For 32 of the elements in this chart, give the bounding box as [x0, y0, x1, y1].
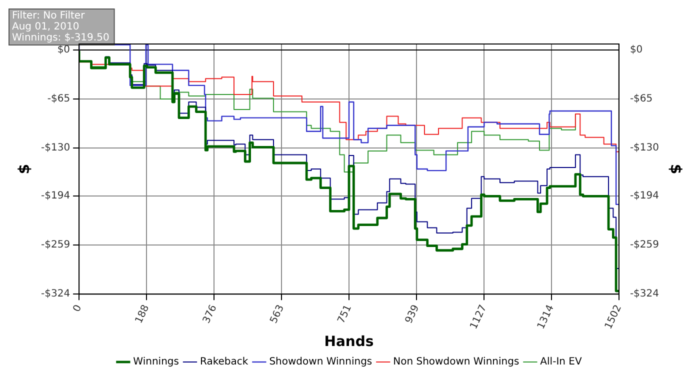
- y2-tick-label: -$65: [630, 94, 653, 105]
- y-tick-label: $0: [57, 44, 70, 56]
- legend-label: All-In EV: [540, 356, 582, 368]
- x-tick-label: 1127: [468, 303, 490, 332]
- y-tick-label: -$194: [40, 190, 70, 202]
- x-tick-label: 0: [71, 303, 84, 314]
- text: Winnings: $-319.50: [12, 32, 110, 44]
- legend-label: Winnings: [133, 356, 179, 368]
- y2-tick-label: $0: [630, 44, 643, 56]
- y-tick-label: -$324: [40, 288, 70, 300]
- x-axis-title: Hands: [324, 334, 374, 350]
- x-tick-label: 751: [336, 303, 354, 326]
- y2-axis-title: $: [667, 164, 686, 174]
- y-tick-label: -$65: [47, 94, 70, 105]
- x-tick-label: 376: [201, 303, 220, 326]
- legend-label: Rakeback: [200, 356, 248, 368]
- x-tick-label: 188: [134, 303, 152, 326]
- y-tick-label: -$130: [40, 142, 70, 154]
- x-tick-label: 1314: [536, 303, 556, 332]
- x-tick-label: 939: [404, 303, 422, 326]
- y-axis-title: $: [14, 164, 33, 174]
- x-tick-label: 563: [268, 303, 286, 326]
- text: Filter: No Filter: [12, 10, 86, 22]
- y2-tick-label: -$194: [630, 190, 660, 202]
- y2-tick-label: -$130: [630, 142, 660, 154]
- y2-tick-label: -$324: [630, 288, 660, 300]
- text: Aug 01, 2010: [12, 22, 80, 33]
- legend-label: Showdown Winnings: [269, 356, 372, 368]
- legend-label: Non Showdown Winnings: [393, 356, 520, 368]
- y-tick-label: -$259: [40, 240, 70, 251]
- y2-tick-label: -$259: [630, 240, 660, 251]
- x-tick-label: 1502: [603, 303, 624, 332]
